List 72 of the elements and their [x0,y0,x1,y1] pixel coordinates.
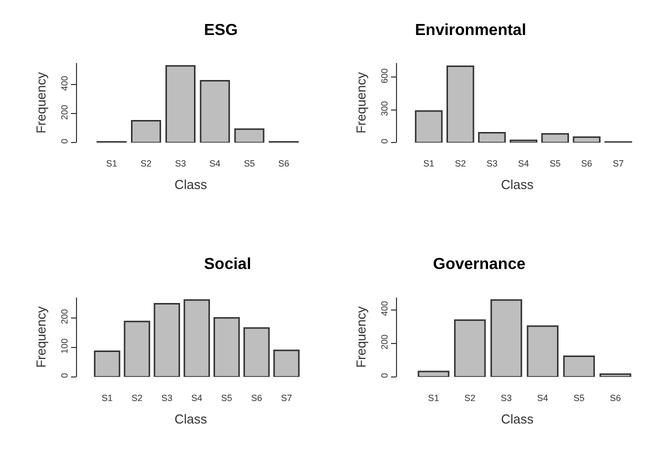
x-tick-label: S6 [581,158,592,169]
x-tick-label: S2 [131,392,142,403]
bar [541,133,569,143]
x-tick-label: S5 [550,158,561,169]
x-tick-label: S1 [102,392,113,403]
x-tick-label: S1 [106,158,118,169]
y-tick-label: 200 [59,104,70,120]
bar [418,370,450,377]
x-tick-label: S5 [244,158,255,169]
y-tick-label: 0 [59,138,70,144]
x-tick-label: S3 [500,392,512,403]
x-tick-label: S4 [518,158,530,169]
y-axis-title: Frequency [353,306,368,368]
bar [490,299,522,377]
bar [446,66,474,143]
x-tick-label: S4 [191,392,202,403]
y-tick-label: 0 [59,373,70,378]
bar [526,325,558,377]
bar [131,120,162,143]
bar [234,128,264,143]
x-tick-label: S7 [612,158,624,169]
bar [200,80,230,143]
x-axis-title: Class [174,177,208,192]
x-tick-label: S6 [251,392,262,403]
bar [454,319,486,377]
x-tick-label: S2 [464,392,476,403]
chart-title: Social [204,256,252,273]
bar [414,110,443,143]
bar [243,327,270,377]
x-tick-label: S5 [574,392,585,403]
x-axis-title: Class [500,177,534,192]
chart-title: Governance [433,256,526,273]
bar [214,317,240,377]
y-tick-label: 400 [59,76,70,91]
x-tick-label: S3 [486,158,498,169]
y-tick-label: 400 [379,300,390,316]
bar [273,350,300,377]
x-tick-label: S3 [174,158,186,169]
bar [94,350,120,377]
x-axis-title: Class [500,411,534,426]
y-tick-label: 200 [59,309,70,324]
bar [510,140,538,143]
x-tick-label: S4 [209,158,220,169]
bar [154,303,180,377]
x-tick-label: S7 [280,392,292,403]
y-tick-label: 0 [379,138,390,144]
x-tick-label: S4 [537,392,548,403]
y-axis-title: Frequency [33,72,48,134]
x-tick-label: S2 [454,158,466,169]
x-tick-label: S2 [140,158,152,169]
y-tick-label: 300 [379,101,390,116]
bar [124,320,150,377]
x-tick-label: S6 [278,158,290,169]
x-tick-label: S1 [423,158,434,169]
y-axis-title: Frequency [33,306,48,368]
x-tick-label: S3 [161,392,172,403]
x-tick-label: S5 [221,392,232,403]
chart-title: ESG [204,22,238,39]
y-axis-title: Frequency [353,72,368,134]
bar [184,299,210,377]
y-tick-label: 200 [379,334,390,350]
bar [563,356,595,377]
bar [165,65,196,143]
bar [478,132,506,143]
y-tick-label: 100 [59,338,70,354]
y-tick-label: 0 [379,373,390,378]
bar [572,136,601,143]
x-tick-label: S1 [428,392,440,403]
x-tick-label: S6 [610,392,621,403]
y-tick-label: 600 [379,68,390,84]
x-axis-title: Class [174,411,208,426]
chart-title: Environmental [415,22,526,39]
